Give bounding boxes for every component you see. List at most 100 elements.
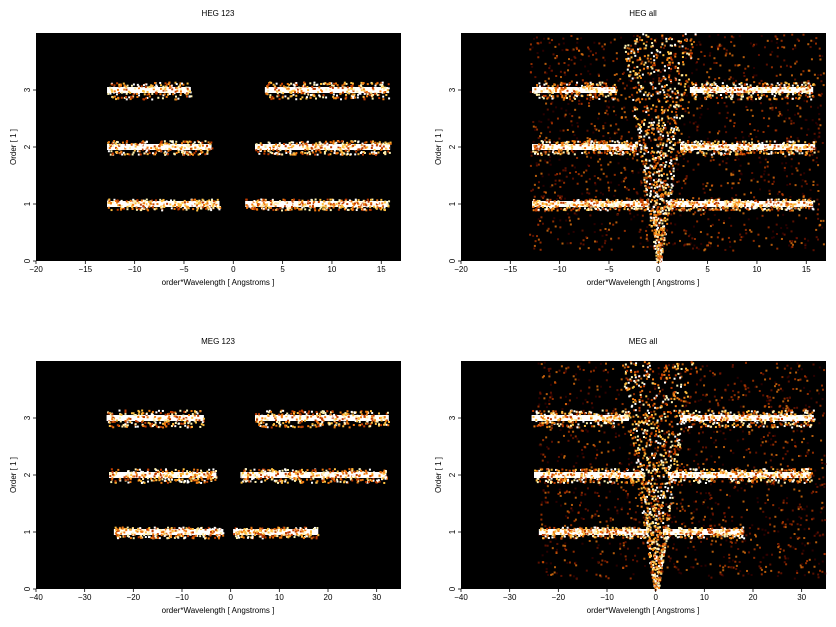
noise-point (731, 182, 734, 185)
noise-point (623, 87, 626, 90)
noise-point (624, 168, 627, 171)
noise-point (636, 213, 639, 216)
order-band-point (189, 143, 192, 146)
noise-point (603, 59, 606, 62)
noise-point (716, 151, 719, 154)
order-band-point (804, 198, 807, 201)
noise-point (704, 92, 707, 95)
order-band-point (387, 87, 390, 90)
zeroth-order-point (657, 205, 660, 208)
noise-point (593, 231, 596, 234)
order-band-point (547, 209, 550, 212)
zeroth-order-point (648, 97, 651, 100)
order-band-point (185, 92, 188, 95)
order-band-point (170, 140, 173, 143)
order-band-point (304, 148, 307, 151)
zeroth-order-point (673, 143, 676, 146)
order-band-point (796, 199, 799, 202)
order-band-point (146, 90, 149, 93)
noise-point (657, 160, 660, 163)
order-band-point (779, 207, 782, 210)
zeroth-order-point (663, 186, 666, 189)
noise-point (799, 173, 802, 176)
order-band-point (276, 149, 279, 152)
order-band-point (351, 206, 354, 209)
zeroth-order-point (659, 127, 662, 130)
order-band-point (146, 146, 149, 149)
order-band-point (613, 204, 616, 207)
noise-point (625, 187, 628, 190)
noise-point (685, 176, 688, 179)
noise-point (556, 173, 559, 176)
zeroth-order-point (685, 39, 688, 42)
order-band-point (168, 92, 171, 95)
order-band-point (341, 87, 344, 90)
order-band-point (738, 204, 741, 207)
order-band-point (726, 145, 729, 148)
order-band-point (794, 146, 797, 149)
order-band-point (625, 203, 628, 206)
noise-point (637, 40, 640, 43)
noise-point (697, 248, 700, 251)
order-band-point (324, 208, 327, 211)
noise-point (817, 189, 820, 192)
order-band-point (116, 88, 119, 91)
order-band-point (261, 200, 264, 203)
order-band-point (161, 88, 164, 91)
order-band-point (159, 143, 162, 146)
noise-point (699, 43, 702, 46)
noise-point (535, 36, 538, 39)
order-band-point (282, 92, 285, 95)
order-band-point (376, 205, 379, 208)
order-band-point (320, 146, 323, 149)
order-band-point (600, 140, 603, 143)
order-band-point (286, 208, 289, 211)
order-band-point (264, 199, 267, 202)
order-band-point (744, 140, 747, 143)
zeroth-order-point (654, 159, 657, 162)
order-band-point (387, 142, 390, 145)
order-band-point (293, 198, 296, 201)
zeroth-order-point (652, 183, 655, 186)
noise-point (589, 50, 592, 53)
zeroth-order-point (659, 158, 662, 161)
order-band-point (380, 147, 383, 150)
order-band-point (117, 204, 120, 207)
noise-point (777, 114, 780, 117)
zeroth-order-point (679, 42, 682, 45)
noise-point (533, 37, 536, 40)
noise-point (795, 60, 798, 63)
noise-point (551, 184, 554, 187)
zeroth-order-point (655, 214, 658, 217)
zeroth-order-point (642, 33, 645, 36)
order-band-point (176, 145, 179, 148)
noise-point (693, 40, 696, 43)
order-band-point (277, 202, 280, 205)
noise-point (657, 239, 660, 242)
noise-point (713, 61, 716, 64)
order-band-point (290, 82, 293, 85)
order-band-core (245, 201, 389, 207)
order-band-point (575, 209, 578, 212)
noise-point (821, 226, 824, 229)
order-band-point (278, 145, 281, 148)
order-band-point (608, 145, 611, 148)
noise-point (676, 181, 679, 184)
order-band-point (350, 147, 353, 150)
order-band-point (382, 85, 385, 88)
order-band-point (107, 206, 110, 209)
order-band-point (192, 142, 195, 145)
noise-point (547, 85, 550, 88)
order-band-point (345, 205, 348, 208)
order-band-point (691, 145, 694, 148)
order-band-point (550, 207, 553, 210)
order-band-point (372, 93, 375, 96)
order-band-point (303, 81, 306, 84)
zeroth-order-point (668, 63, 671, 66)
order-band-point (185, 151, 188, 154)
order-band-point (337, 146, 340, 149)
zeroth-order-point (656, 235, 659, 238)
zeroth-order-point (673, 105, 676, 108)
noise-point (540, 172, 543, 175)
